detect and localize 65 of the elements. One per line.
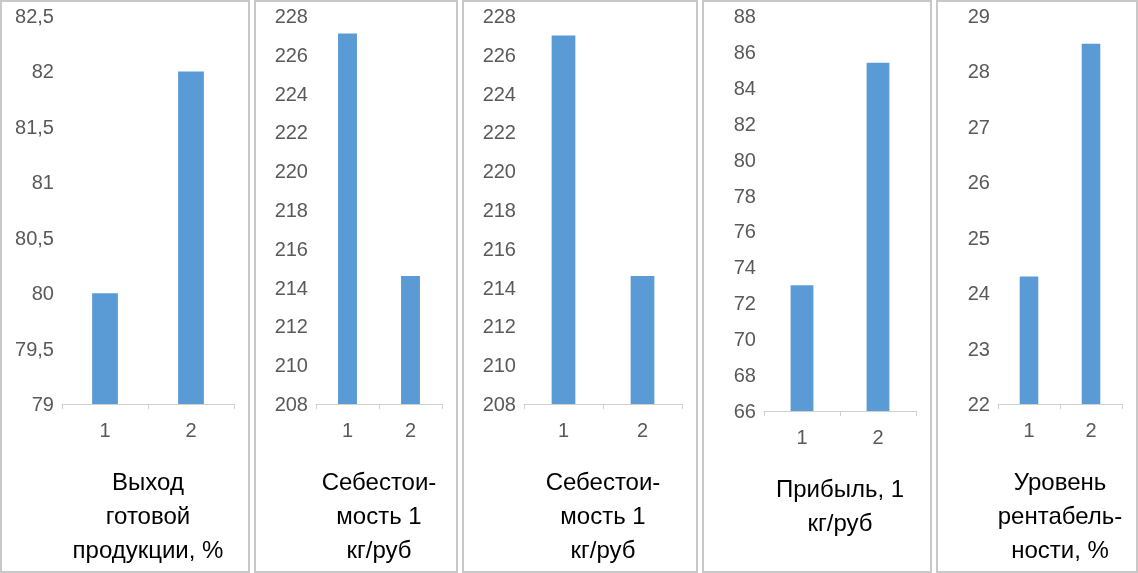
y-tick-label: 212 [482, 315, 516, 338]
y-tick-label: 78 [733, 184, 756, 207]
y-tick-label: 74 [733, 256, 756, 279]
x-tick-label: 2 [404, 419, 417, 441]
y-tick-label: 81,5 [15, 115, 54, 138]
x-axis-title: Себестои- мость 1 кг/руб [545, 467, 661, 563]
y-tick-label: 214 [482, 276, 516, 299]
y-tick-label: 88 [733, 5, 756, 27]
y-tick-label: 80,5 [15, 226, 54, 249]
x-axis-title: Выход готовой продукции, % [72, 467, 224, 563]
y-tick-label: 214 [274, 276, 308, 299]
y-tick-label: 228 [482, 5, 516, 27]
y-tick-label: 80 [733, 148, 756, 171]
y-tick-label: 224 [274, 82, 308, 105]
y-tick-label: 28 [967, 60, 990, 83]
y-tick-label: 81 [31, 171, 54, 194]
x-tick-label: 2 [636, 419, 649, 441]
y-tick-label: 226 [274, 43, 308, 66]
y-tick-label: 210 [274, 354, 308, 377]
y-tick-label: 82,5 [15, 5, 54, 27]
x-tick-label: 2 [1085, 419, 1097, 441]
y-tick-label: 220 [274, 160, 308, 183]
y-tick-label: 208 [274, 393, 308, 415]
y-tick-label: 66 [733, 400, 756, 422]
y-tick-label: 80 [31, 282, 54, 305]
y-tick-label: 22 [967, 393, 990, 415]
y-tick-label: 27 [967, 115, 990, 138]
y-tick-label: 222 [274, 121, 308, 144]
y-tick-label: 226 [482, 43, 516, 66]
x-axis-title: Прибыль, 1 кг/руб [775, 474, 905, 536]
y-tick-label: 79 [31, 393, 54, 415]
y-tick-label: 212 [274, 315, 308, 338]
y-tick-label: 68 [733, 364, 756, 387]
y-tick-label: 224 [482, 82, 516, 105]
y-tick-label: 218 [274, 199, 308, 221]
x-tick-label: 1 [796, 426, 808, 448]
y-tick-label: 76 [733, 220, 756, 243]
y-tick-label: 228 [274, 5, 308, 27]
y-tick-label: 220 [482, 160, 516, 183]
x-tick-label: 2 [872, 426, 884, 448]
y-tick-label: 86 [733, 40, 756, 63]
x-tick-label: 1 [99, 419, 111, 441]
y-tick-label: 222 [482, 121, 516, 144]
y-tick-label: 26 [967, 171, 990, 194]
x-axis-title: Уровень рентабель- ности, % [997, 467, 1123, 563]
y-tick-label: 72 [733, 292, 756, 315]
x-tick-label: 1 [557, 419, 570, 441]
y-tick-label: 29 [967, 5, 990, 27]
y-tick-label: 70 [733, 328, 756, 351]
y-tick-label: 82 [733, 112, 756, 135]
y-tick-label: 218 [482, 199, 516, 221]
y-tick-label: 216 [482, 237, 516, 260]
y-tick-label: 79,5 [15, 337, 54, 360]
x-tick-label: 1 [341, 419, 354, 441]
x-tick-label: 1 [1023, 419, 1035, 441]
y-tick-label: 208 [482, 393, 516, 415]
x-axis-title: Себестои- мость 1 кг/руб [321, 467, 437, 563]
y-tick-label: 25 [967, 226, 990, 249]
y-tick-label: 24 [967, 282, 990, 305]
y-tick-label: 23 [967, 337, 990, 360]
y-tick-label: 82 [31, 60, 54, 83]
y-tick-label: 216 [274, 237, 308, 260]
x-tick-label: 2 [185, 419, 197, 441]
y-tick-label: 84 [733, 76, 756, 99]
y-tick-label: 210 [482, 354, 516, 377]
